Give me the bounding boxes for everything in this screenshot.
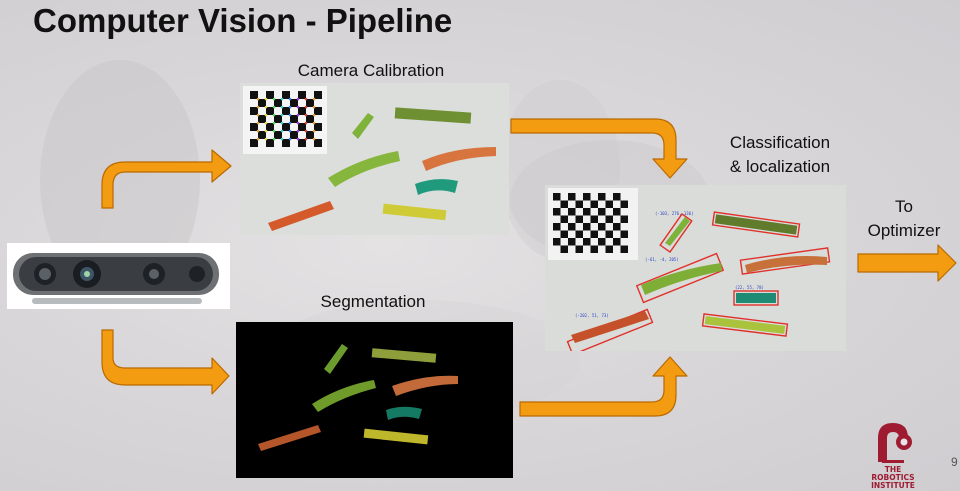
- svg-text:(-202, 51, 73): (-202, 51, 73): [575, 313, 609, 318]
- svg-text:(22, 55, 78): (22, 55, 78): [735, 285, 764, 290]
- segmentation-label: Segmentation: [320, 292, 426, 311]
- checkerboard: [553, 193, 628, 253]
- page-number: 9: [951, 455, 958, 469]
- svg-text:(-103, 276, 136): (-103, 276, 136): [655, 211, 694, 216]
- checkerboard: [250, 91, 322, 147]
- optimizer-label-line2: Optimizer: [867, 221, 941, 240]
- classification-image: (-103, 276, 136) (-61, -4, 205) (-202, 5…: [545, 185, 846, 351]
- svg-text:THE: THE: [885, 465, 902, 474]
- classification-label-line1: Classification: [729, 133, 831, 152]
- classification-label: Classification & localization: [700, 131, 860, 179]
- classification-label-line2: & localization: [729, 157, 831, 176]
- optimizer-label-line1: To: [895, 197, 913, 216]
- segmentation-image: [236, 322, 513, 478]
- optimizer-label: To Optimizer: [852, 195, 956, 243]
- calibration-image: [240, 83, 509, 235]
- detection-boxes: [566, 211, 831, 351]
- robotics-institute-logo: THE ROBOTICS INSTITUTE: [871, 423, 915, 490]
- slide-title: Computer Vision - Pipeline: [33, 2, 453, 39]
- svg-text:ROBOTICS: ROBOTICS: [871, 473, 914, 482]
- svg-text:INSTITUTE: INSTITUTE: [871, 481, 915, 490]
- svg-text:(-61, -4, 205): (-61, -4, 205): [645, 257, 679, 262]
- calibration-label: Camera Calibration: [297, 61, 445, 80]
- depth-camera-icon: [7, 243, 230, 309]
